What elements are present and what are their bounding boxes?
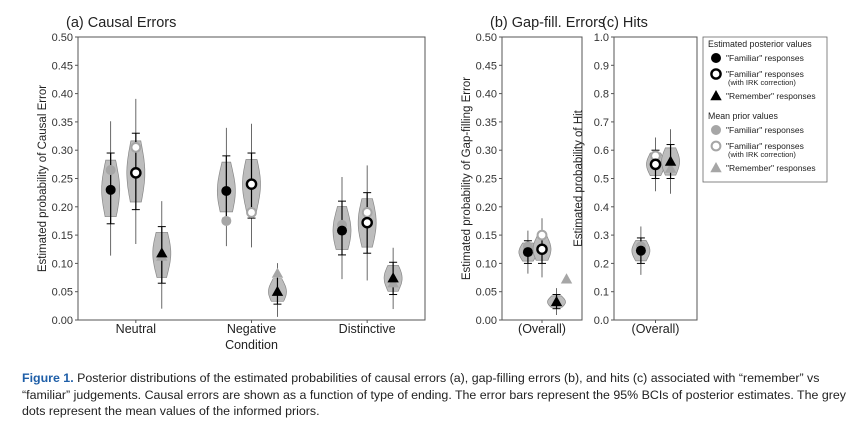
figure-caption: Figure 1. Posterior distributions of the… (22, 370, 852, 420)
posterior-marker (130, 167, 142, 179)
panel-title: (c) Hits (602, 15, 648, 31)
posterior-marker (105, 184, 116, 195)
y-tick-label: 0.6 (594, 145, 609, 157)
posterior-marker (245, 178, 258, 190)
posterior-marker (522, 247, 533, 258)
x-tick-label: (Overall) (632, 322, 680, 336)
caption-label: Figure 1. (22, 371, 74, 385)
y-tick-label: 0.40 (476, 89, 497, 101)
posterior-marker (387, 272, 399, 283)
prior-marker (246, 207, 257, 218)
prior-marker (271, 267, 284, 278)
legend-box (702, 36, 828, 183)
figure: 0.00 0.05 0.10 0.15 0.20 0.25 0.30 0.35 0.40 0.45… (37, 15, 828, 352)
posterior-marker (664, 155, 677, 166)
panel-1: 0.00 0.05 0.10 0.15 0.20 0.25 0.30 0.35 0.40 0.45… (461, 15, 605, 336)
posterior-marker (635, 245, 646, 256)
x-tick-label: Neutral (116, 322, 156, 336)
y-axis-label: Estimated probability of Causal Error (37, 85, 49, 272)
prior-marker (221, 215, 232, 226)
y-tick-label: 0.20 (476, 202, 497, 214)
y-tick-label: 0.0 (594, 315, 609, 327)
panel-2: 0.0 0.1 0.2 0.3 0.4 0.5 0.6 0.7 0.8 0.9 1.0(c) Hit… (573, 15, 698, 336)
posterior-marker (336, 225, 347, 236)
panel-0: 0.00 0.05 0.10 0.15 0.20 0.25 0.30 0.35 0.40 0.45… (37, 15, 426, 352)
legend-title: Estimated posterior values (708, 39, 812, 49)
y-tick-label: 0.4 (594, 202, 609, 214)
y-tick-label: 0.35 (476, 117, 497, 129)
y-tick-label: 0.40 (52, 89, 73, 101)
legend-label: "Familiar" responses (726, 69, 804, 79)
legend-marker (710, 68, 722, 80)
y-tick-label: 0.25 (476, 174, 497, 186)
prior-marker (105, 165, 116, 176)
prior-marker (560, 273, 573, 284)
y-tick-label: 0.30 (52, 145, 73, 157)
y-tick-label: 0.00 (52, 315, 73, 327)
posterior-marker (221, 185, 232, 196)
posterior-marker (271, 285, 284, 296)
posterior-marker (550, 295, 563, 307)
posterior-marker (361, 216, 373, 229)
legend-marker (711, 125, 721, 135)
legend: Estimated posterior values "Familiar" res… (702, 36, 828, 183)
y-tick-label: 0.00 (476, 315, 497, 327)
legend-sublabel: (with IRK correction) (728, 150, 796, 159)
prior-marker (536, 229, 548, 241)
y-tick-label: 0.30 (476, 145, 497, 157)
y-tick-label: 1.0 (594, 32, 609, 44)
prior-marker (664, 162, 677, 173)
posterior-marker (156, 247, 168, 258)
caption-text: Posterior distributions of the estimated… (22, 371, 846, 418)
legend-label: "Familiar" responses (726, 53, 804, 63)
y-tick-label: 0.8 (594, 89, 609, 101)
x-axis-label: Condition (225, 338, 278, 352)
y-tick-label: 0.2 (594, 258, 609, 270)
prior-marker (361, 207, 373, 218)
legend-label: "Remember" responses (726, 163, 816, 173)
legend-marker (710, 90, 722, 101)
legend-marker (710, 162, 722, 173)
y-tick-label: 0.50 (476, 32, 497, 44)
legend-label: "Familiar" responses (726, 125, 804, 135)
x-tick-label: (Overall) (518, 322, 566, 336)
y-axis-label: Estimated probability of Gap-filling Err… (461, 77, 473, 280)
y-tick-label: 0.50 (52, 32, 73, 44)
x-tick-label: Negative (227, 322, 276, 336)
y-tick-label: 0.20 (52, 202, 73, 214)
y-tick-label: 0.9 (594, 60, 609, 72)
prior-marker (130, 141, 142, 153)
y-tick-label: 0.45 (476, 60, 497, 72)
plot-area (501, 36, 583, 321)
posterior-marker (536, 243, 548, 256)
y-tick-label: 0.05 (52, 287, 73, 299)
legend-label: "Familiar" responses (726, 141, 804, 151)
legend-marker (710, 140, 722, 152)
legend-label: "Remember" responses (726, 91, 816, 101)
y-tick-label: 0.35 (52, 117, 73, 129)
y-tick-label: 0.45 (52, 60, 73, 72)
y-tick-label: 0.10 (52, 258, 73, 270)
y-tick-label: 0.1 (594, 287, 609, 299)
y-axis-label: Estimated probability of Hit (573, 109, 585, 247)
y-tick-label: 0.7 (594, 117, 609, 129)
y-tick-label: 0.25 (52, 174, 73, 186)
y-tick-label: 0.10 (476, 258, 497, 270)
y-tick-label: 0.05 (476, 287, 497, 299)
y-tick-label: 0.5 (594, 174, 609, 186)
y-tick-label: 0.3 (594, 230, 609, 242)
x-tick-label: Distinctive (339, 322, 396, 336)
y-tick-label: 0.15 (52, 230, 73, 242)
y-tick-label: 0.15 (476, 230, 497, 242)
legend-marker (711, 53, 721, 63)
panel-title: (b) Gap-fill. Errors (490, 15, 605, 31)
panel-title: (a) Causal Errors (66, 15, 176, 31)
posterior-marker (649, 158, 662, 171)
legend-sublabel: (with IRK correction) (728, 78, 796, 87)
legend-title: Mean prior values (708, 111, 779, 121)
